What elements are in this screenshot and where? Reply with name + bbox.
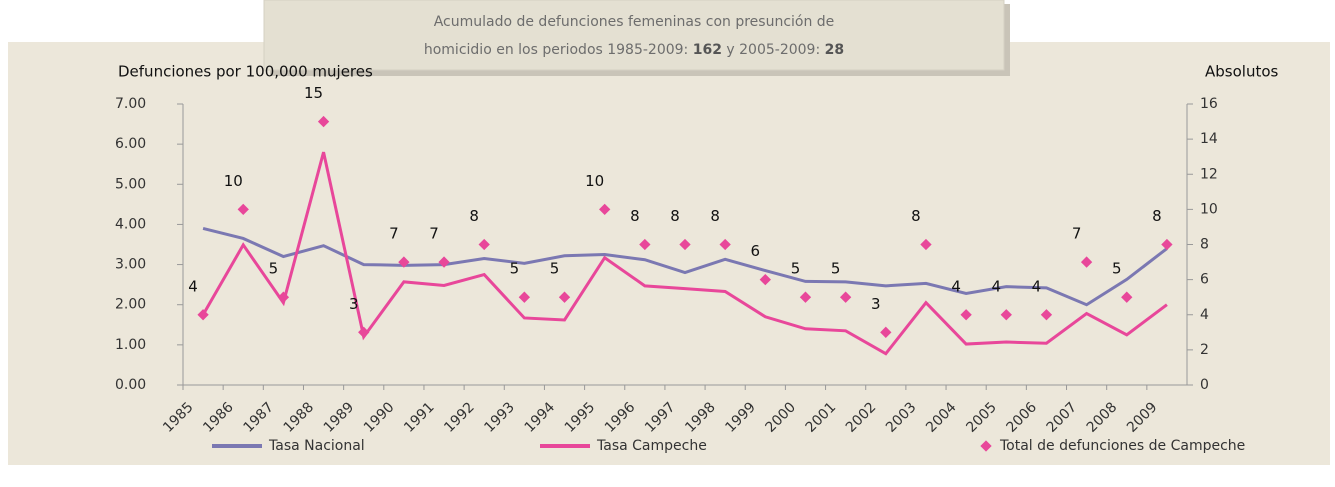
- marker: [1161, 238, 1173, 251]
- y-tick-label: 0.00: [115, 377, 146, 393]
- data-label: 6: [751, 242, 761, 260]
- data-label: 5: [791, 260, 801, 278]
- marker: [558, 291, 571, 303]
- data-label: 10: [224, 172, 243, 190]
- data-label: 5: [831, 260, 841, 278]
- marker: [197, 309, 209, 321]
- series-line: [202, 226, 1168, 307]
- data-label: 7: [429, 225, 439, 243]
- data-label: 3: [871, 295, 881, 313]
- annotation-line: homicidio en los periodos 1985-2009: 162…: [424, 42, 844, 58]
- y-tick-label: 2.00: [115, 297, 146, 313]
- y2-tick-label: 0: [1200, 377, 1209, 393]
- annotation-text: y 2005-2009:: [722, 42, 825, 58]
- annotation-text: homicidio en los periodos 1985-2009:: [424, 42, 693, 58]
- marker: [478, 238, 490, 251]
- data-label: 5: [269, 260, 279, 278]
- data-label: 10: [585, 172, 604, 190]
- data-label: 4: [951, 277, 961, 295]
- legend-label: Tasa Nacional: [268, 438, 365, 454]
- marker: [839, 291, 852, 303]
- data-label: 8: [710, 207, 720, 225]
- y2-tick-label: 12: [1200, 166, 1218, 182]
- y2-tick-label: 4: [1200, 307, 1209, 323]
- y-axis-label: Defunciones por 100,000 mujeres: [118, 63, 373, 81]
- y-tick-label: 4.00: [115, 216, 146, 232]
- marker: [599, 203, 611, 216]
- annotation-box: [263, 0, 1005, 71]
- y-tick-label: 7.00: [115, 96, 146, 112]
- marker: [639, 238, 651, 251]
- data-label: 3: [349, 295, 359, 313]
- marker: [880, 326, 892, 338]
- y2-axis-label: Absolutos: [1205, 63, 1279, 81]
- marker: [358, 326, 370, 338]
- y-tick-label: 3.00: [115, 257, 146, 273]
- data-label: 7: [389, 225, 399, 243]
- marker: [237, 203, 249, 216]
- data-label: 8: [469, 207, 479, 225]
- annotation-value: 28: [825, 42, 844, 58]
- marker: [277, 291, 290, 303]
- y2-tick-label: 8: [1200, 237, 1209, 253]
- data-label: 5: [1112, 260, 1122, 278]
- marker: [438, 256, 450, 268]
- data-label: 5: [550, 260, 560, 278]
- marker: [799, 291, 812, 303]
- marker: [1080, 256, 1093, 268]
- data-label: 8: [1152, 207, 1162, 225]
- data-label: 15: [304, 84, 323, 102]
- y-tick-label: 1.00: [115, 337, 146, 353]
- data-label: 8: [911, 207, 921, 225]
- y2-tick-label: 2: [1200, 342, 1209, 358]
- marker: [1121, 291, 1133, 303]
- marker: [759, 273, 771, 286]
- marker: [719, 238, 731, 251]
- data-label: 8: [670, 207, 680, 225]
- y2-tick-label: 14: [1200, 131, 1218, 147]
- y2-tick-label: 6: [1200, 272, 1209, 288]
- marker: [679, 238, 691, 251]
- y2-tick-label: 16: [1200, 96, 1218, 112]
- marker: [518, 291, 531, 303]
- marker: [920, 238, 932, 251]
- marker: [398, 256, 410, 268]
- annotation-value: 162: [693, 42, 722, 58]
- legend-label: Total de defunciones de Campeche: [999, 438, 1245, 454]
- marker: [1040, 309, 1053, 321]
- data-label: 4: [992, 277, 1002, 295]
- y-tick-label: 6.00: [115, 136, 146, 152]
- data-label: 4: [1032, 277, 1042, 295]
- data-label: 5: [510, 260, 520, 278]
- y2-tick-label: 10: [1200, 201, 1218, 217]
- marker: [960, 309, 972, 321]
- chart-background: [8, 42, 1330, 465]
- annotation-line: Acumulado de defunciones femeninas con p…: [434, 14, 835, 30]
- y-tick-label: 5.00: [115, 176, 146, 192]
- data-label: 8: [630, 207, 640, 225]
- marker: [1000, 309, 1012, 321]
- data-label: 7: [1072, 225, 1082, 243]
- data-label: 4: [188, 277, 198, 295]
- legend-label: Tasa Campeche: [596, 438, 707, 454]
- legend-swatch: [980, 440, 992, 452]
